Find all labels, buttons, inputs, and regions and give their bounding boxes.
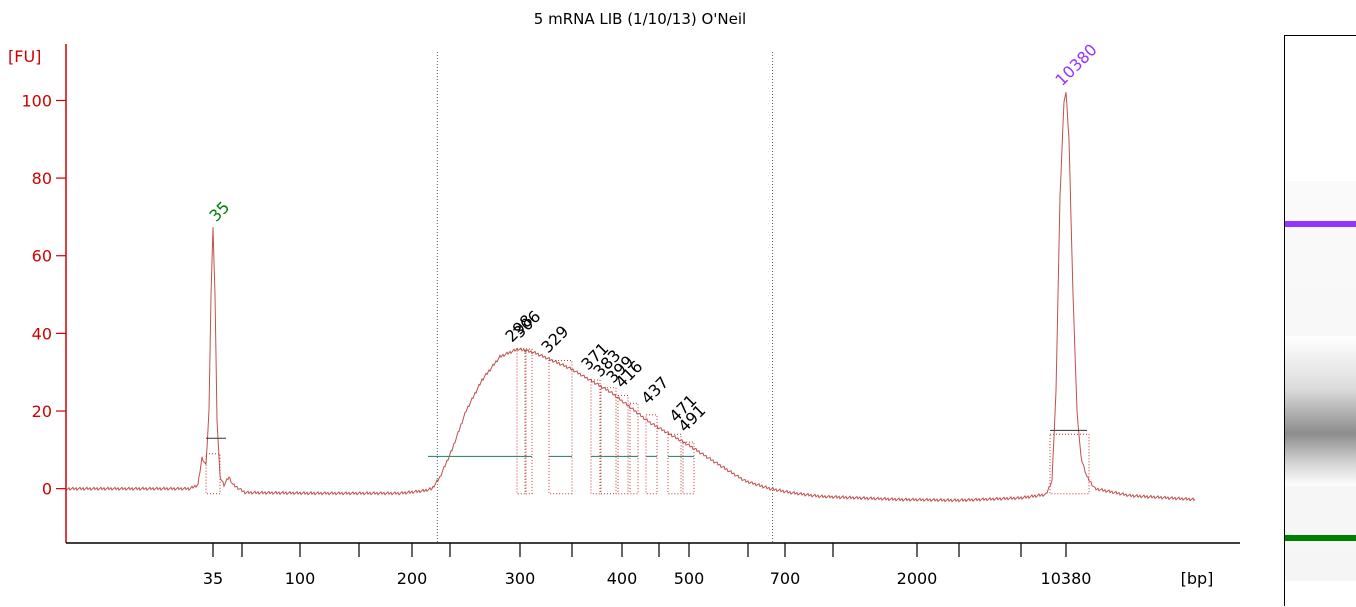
peak-box — [600, 387, 617, 495]
library-smear-band — [1285, 336, 1356, 486]
peak-box — [617, 394, 629, 495]
peak-box — [1049, 433, 1090, 495]
upper-marker-band — [1285, 221, 1356, 227]
trace-line — [65, 92, 1196, 503]
y-tick-label: 20 — [32, 402, 52, 421]
y-tick-label: 60 — [32, 247, 52, 266]
peak-label: 10380 — [1051, 40, 1100, 89]
peak-label: 35 — [205, 198, 233, 226]
chart-title: 5 mRNA LIB (1/10/13) O'Neil — [534, 10, 746, 28]
x-tick-label: 2000 — [897, 569, 938, 588]
peak-box — [516, 348, 526, 495]
electropherogram-chart: 5 mRNA LIB (1/10/13) O'Neil [FU] 0 20 40 60 80… — [8, 10, 1240, 588]
x-tick-label: 700 — [770, 569, 801, 588]
x-tick-label: 100 — [285, 569, 316, 588]
x-tick-label: 500 — [674, 569, 705, 588]
x-tick-label: 300 — [505, 569, 536, 588]
peak-size-label: 437 — [637, 373, 672, 408]
gel-lane — [1284, 35, 1356, 606]
x-tick-label: 10380 — [1041, 569, 1092, 588]
peak-box — [525, 348, 533, 495]
peak-box — [590, 379, 601, 495]
x-axis-label: [bp] — [1181, 569, 1214, 588]
peak-box — [548, 360, 573, 495]
peak-box — [667, 433, 682, 495]
peak-box — [205, 453, 221, 495]
y-tick-label: 40 — [32, 324, 52, 343]
y-tick-label: 0 — [42, 480, 52, 499]
x-tick-label: 200 — [397, 569, 428, 588]
y-tick-label: 80 — [32, 169, 52, 188]
y-axis-label: [FU] — [8, 47, 41, 66]
peak-box — [629, 402, 639, 495]
x-tick-label: 35 — [203, 569, 223, 588]
peak-box — [682, 441, 695, 495]
y-tick-label: 100 — [21, 91, 52, 110]
peak-size-label: 329 — [537, 322, 572, 357]
x-tick-label: 400 — [607, 569, 638, 588]
lower-marker-band — [1285, 535, 1356, 541]
